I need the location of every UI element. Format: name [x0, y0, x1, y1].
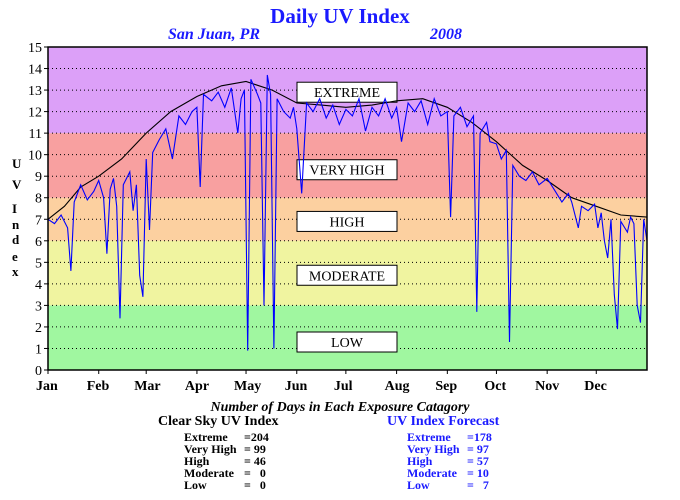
- x-tick-label: Oct: [484, 379, 506, 394]
- band-label: EXTREME: [314, 86, 380, 101]
- x-tick-label: Jul: [334, 379, 353, 394]
- category-label: High: [184, 454, 210, 468]
- category-count: = 57: [467, 454, 489, 468]
- x-tick-label: Feb: [87, 379, 110, 394]
- y-tick-label: 1: [35, 342, 42, 357]
- y-tick-label: 13: [28, 84, 42, 99]
- y-tick-label: 14: [28, 63, 42, 78]
- y-tick-label: 10: [28, 149, 42, 164]
- y-tick-label: 0: [35, 364, 42, 379]
- x-tick-label: Apr: [185, 379, 209, 394]
- category-count: =178: [467, 430, 492, 444]
- y-tick-label: 2: [35, 321, 42, 336]
- plot-frame: [47, 46, 648, 371]
- y-axis-label-char: U: [12, 156, 22, 171]
- x-tick-label: Jan: [36, 379, 58, 394]
- x-tick-label: May: [234, 379, 261, 394]
- x-tick-label: Jun: [285, 379, 308, 394]
- y-tick-label: 11: [29, 127, 42, 142]
- x-tick-label: Nov: [535, 379, 559, 394]
- x-tick-label: Dec: [584, 379, 607, 394]
- category-count: = 0: [244, 478, 266, 492]
- category-label: Low: [407, 478, 430, 492]
- band-label-box: [296, 210, 398, 232]
- band-label-box: [296, 159, 398, 181]
- y-axis-label-char: e: [12, 249, 18, 264]
- y-axis-label-char: n: [12, 217, 20, 232]
- y-axis-label-char: x: [12, 264, 19, 279]
- category-count: = 10: [467, 466, 489, 480]
- category-label: Very High: [407, 442, 460, 456]
- y-tick-label: 12: [28, 106, 42, 121]
- y-axis-label-char: V: [12, 177, 22, 192]
- forecast-heading: UV Index Forecast: [387, 414, 500, 429]
- y-tick-label: 8: [35, 192, 42, 207]
- chart-title: Daily UV Index: [270, 4, 410, 28]
- x-tick-label: Aug: [385, 379, 410, 394]
- category-label: Moderate: [407, 466, 457, 480]
- y-tick-label: 6: [35, 235, 42, 250]
- forecast-line: [47, 74, 648, 351]
- category-count: = 7: [467, 478, 489, 492]
- category-count: = 99: [244, 442, 266, 456]
- category-label: High: [407, 454, 433, 468]
- category-count: = 97: [467, 442, 489, 456]
- category-label: Extreme: [184, 430, 228, 444]
- clear-sky-heading: Clear Sky UV Index: [158, 414, 279, 429]
- y-tick-label: 3: [35, 299, 42, 314]
- y-axis-label-char: I: [12, 201, 18, 216]
- band-label: LOW: [331, 336, 364, 351]
- category-label: Extreme: [407, 430, 451, 444]
- band-label-box: [296, 331, 398, 353]
- category-label: Low: [184, 478, 207, 492]
- x-tick-label: Mar: [134, 379, 160, 394]
- exposure-caption: Number of Days in Each Exposure Catagory: [210, 400, 470, 415]
- band-label-box: [296, 264, 398, 286]
- band-label: HIGH: [330, 215, 365, 230]
- y-tick-label: 9: [35, 170, 42, 185]
- category-count: = 0: [244, 466, 266, 480]
- y-tick-label: 7: [35, 213, 42, 228]
- chart-subtitle-location: San Juan, PR: [168, 26, 261, 43]
- y-tick-label: 4: [35, 278, 42, 293]
- band-label: MODERATE: [309, 269, 385, 284]
- band-label: VERY HIGH: [309, 164, 384, 179]
- y-axis-label-char: d: [12, 232, 20, 247]
- chart-subtitle-year: 2008: [430, 26, 462, 43]
- category-count: = 46: [244, 454, 266, 468]
- category-label: Moderate: [184, 466, 234, 480]
- x-tick-label: Sep: [435, 379, 457, 394]
- category-count: =204: [244, 430, 269, 444]
- category-label: Very High: [184, 442, 237, 456]
- band-label-box: [296, 81, 398, 103]
- y-tick-label: 15: [28, 41, 42, 56]
- y-tick-label: 5: [35, 256, 42, 271]
